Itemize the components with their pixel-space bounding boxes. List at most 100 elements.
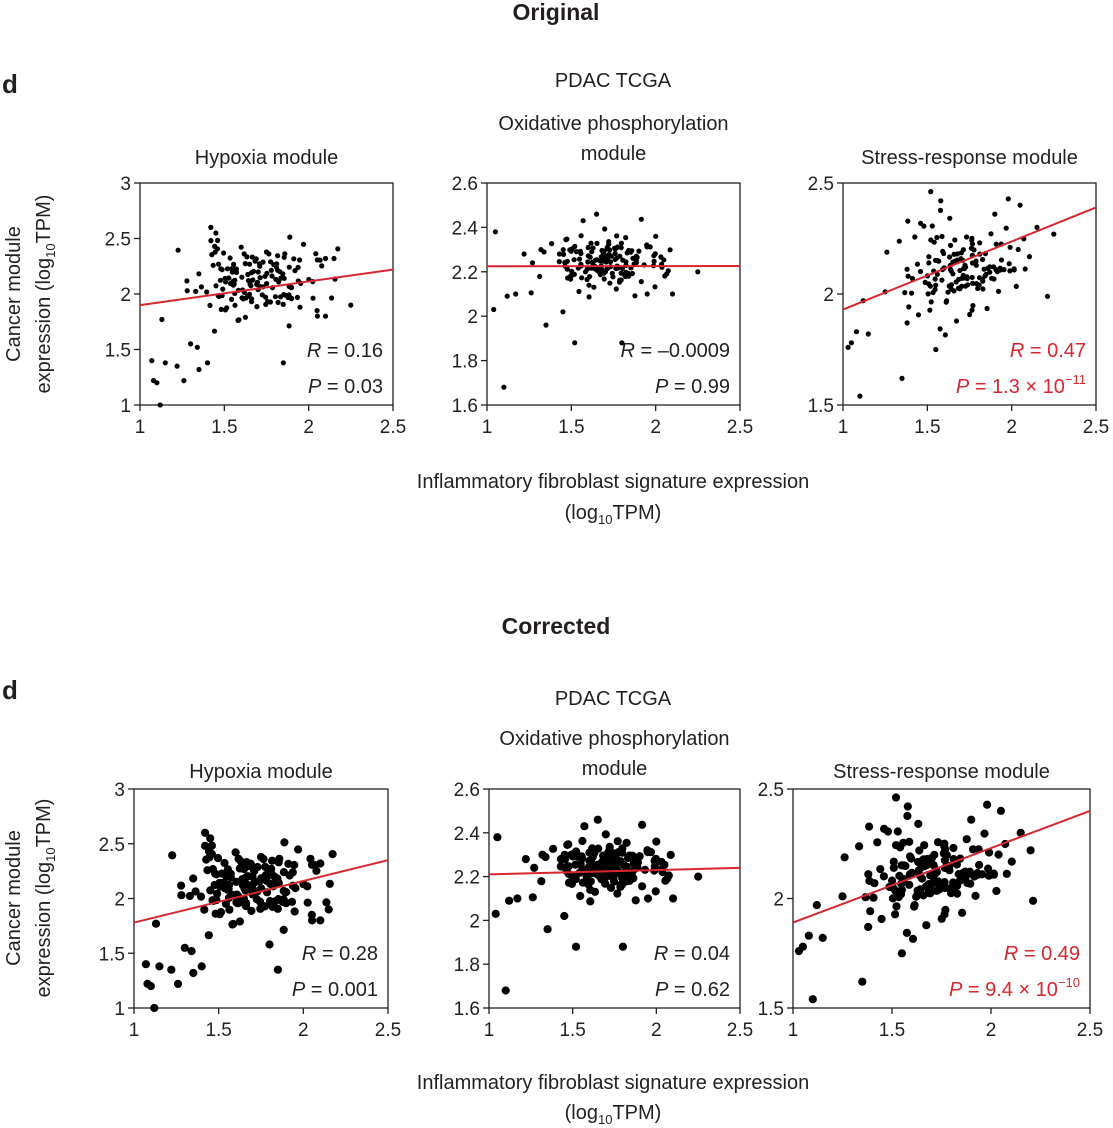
data-point [853,329,860,335]
data-point [245,271,251,278]
data-point [593,815,602,824]
version-heading: Original [513,0,600,25]
data-point [975,860,984,870]
x-tick-label: 2.5 [380,417,406,438]
y-tick-label: 2 [469,911,480,932]
data-point [962,262,968,268]
data-point [238,881,247,890]
data-point [154,380,160,386]
x-tick-label: 1 [129,1020,140,1041]
data-point [331,255,337,262]
data-point [933,282,939,288]
data-point [571,257,577,263]
data-point [939,277,945,283]
data-point [208,224,214,230]
r-value: R = 0.49 [1004,943,1080,965]
x-tick-label: 2.5 [727,417,753,438]
data-point [1015,246,1021,253]
x-tick-label: 1.5 [879,1020,905,1041]
data-point [586,282,592,288]
data-point [965,282,971,288]
panel-title: Hypoxia module [195,147,338,169]
data-point [579,275,585,281]
data-point [902,290,908,296]
data-point [265,298,271,305]
data-point [222,275,228,281]
data-point [189,874,198,883]
data-point [577,852,586,861]
data-point [220,286,226,292]
data-point [549,241,555,247]
data-point [989,275,995,281]
data-point [216,261,222,267]
data-point [970,303,976,309]
data-point [538,247,544,253]
data-point [928,189,934,195]
data-point [607,259,614,265]
data-point [213,283,219,289]
data-point [529,260,536,266]
data-point [240,296,246,302]
data-point [268,259,274,265]
data-point [563,237,569,243]
data-point [556,862,565,871]
data-point [643,894,653,903]
data-point [651,253,657,259]
data-point [968,870,977,879]
data-point [204,847,214,856]
data-point [1022,266,1028,272]
data-point [239,274,245,280]
y-tick-label: 1.8 [452,352,478,373]
data-point [210,262,216,268]
data-point [294,294,300,300]
data-point [493,833,502,842]
x-tick-label: 2 [1006,417,1017,438]
data-point [897,861,906,870]
data-point [196,271,202,277]
data-point [286,264,292,270]
data-point [606,239,612,245]
data-point [229,296,235,302]
y-tick-label: 1.5 [758,999,784,1020]
data-point [1007,244,1013,250]
data-point [211,328,218,334]
data-point [891,793,901,802]
data-point [208,238,214,244]
data-point [174,363,180,369]
data-point [556,259,562,265]
data-point [587,254,593,260]
data-point [961,867,970,876]
data-point [892,902,901,911]
data-point [184,288,190,294]
data-point [957,267,963,274]
data-point [938,198,944,204]
data-point [858,977,867,986]
data-point [973,281,980,287]
data-point [940,856,950,865]
data-point [242,314,248,320]
data-point [193,288,199,294]
data-point [666,850,675,860]
data-point [937,207,944,213]
data-point [580,218,586,224]
data-point [576,256,583,262]
data-point [279,925,288,935]
data-point [954,257,960,263]
data-point [306,854,315,863]
data-point [987,264,993,270]
fit-line [139,268,394,307]
data-point [612,860,621,869]
data-point [612,256,618,262]
data-point [588,852,598,861]
data-point [229,266,235,272]
data-point [235,317,241,323]
data-point [617,253,623,259]
fit-line [792,809,1091,924]
data-point [278,294,284,300]
data-point [247,884,256,894]
data-point [928,237,934,243]
data-point [314,308,320,314]
data-point [929,223,935,229]
data-point [248,299,255,305]
data-point [281,254,287,260]
